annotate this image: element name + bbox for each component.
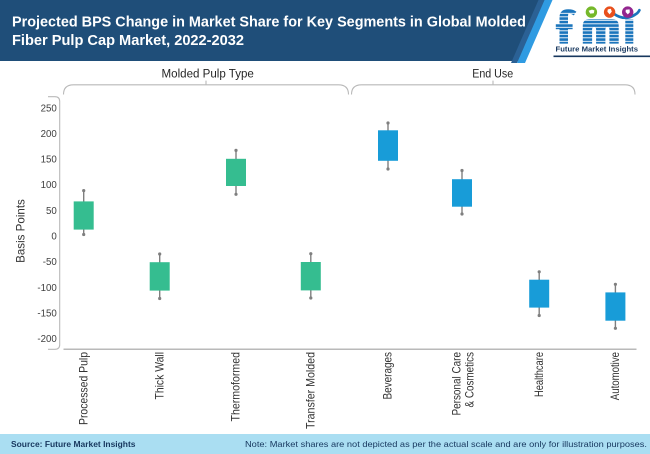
svg-text:-150: -150	[37, 309, 57, 320]
svg-text:0: 0	[51, 232, 57, 243]
svg-text:Healthcare: Healthcare	[532, 352, 546, 397]
svg-text:Personal Care: Personal Care	[450, 352, 464, 416]
svg-text:Beverages: Beverages	[381, 352, 395, 400]
svg-text:200: 200	[41, 129, 58, 140]
svg-text:Fiber Pulp Cap Market, 2022-20: Fiber Pulp Cap Market, 2022-2032	[12, 33, 244, 49]
svg-text:Basis Points: Basis Points	[14, 199, 27, 263]
svg-text:Processed Pulp: Processed Pulp	[76, 352, 90, 425]
svg-text:-50: -50	[43, 257, 58, 268]
svg-text:50: 50	[46, 206, 57, 217]
svg-text:250: 250	[41, 103, 58, 114]
svg-text:Automotive: Automotive	[608, 352, 622, 400]
svg-text:Projected BPS Change in Market: Projected BPS Change in Market Share for…	[12, 14, 526, 30]
svg-text:& Cosmetics: & Cosmetics	[462, 352, 476, 408]
svg-text:-100: -100	[37, 283, 57, 294]
svg-text:150: 150	[41, 155, 58, 166]
svg-text:End Use: End Use	[472, 67, 513, 81]
svg-text:Note: Market shares are not de: Note: Market shares are not depicted as …	[245, 439, 647, 449]
svg-text:Thermoformed: Thermoformed	[229, 352, 243, 422]
svg-text:Future Market Insights: Future Market Insights	[556, 44, 639, 53]
svg-text:Transfer Molded: Transfer Molded	[303, 352, 317, 429]
svg-text:100: 100	[41, 180, 58, 191]
svg-text:Thick Wall: Thick Wall	[152, 352, 166, 400]
svg-text:Source: Future Market Insights: Source: Future Market Insights	[11, 439, 136, 449]
svg-text:Molded Pulp Type: Molded Pulp Type	[162, 67, 255, 81]
svg-text:-200: -200	[37, 334, 57, 345]
